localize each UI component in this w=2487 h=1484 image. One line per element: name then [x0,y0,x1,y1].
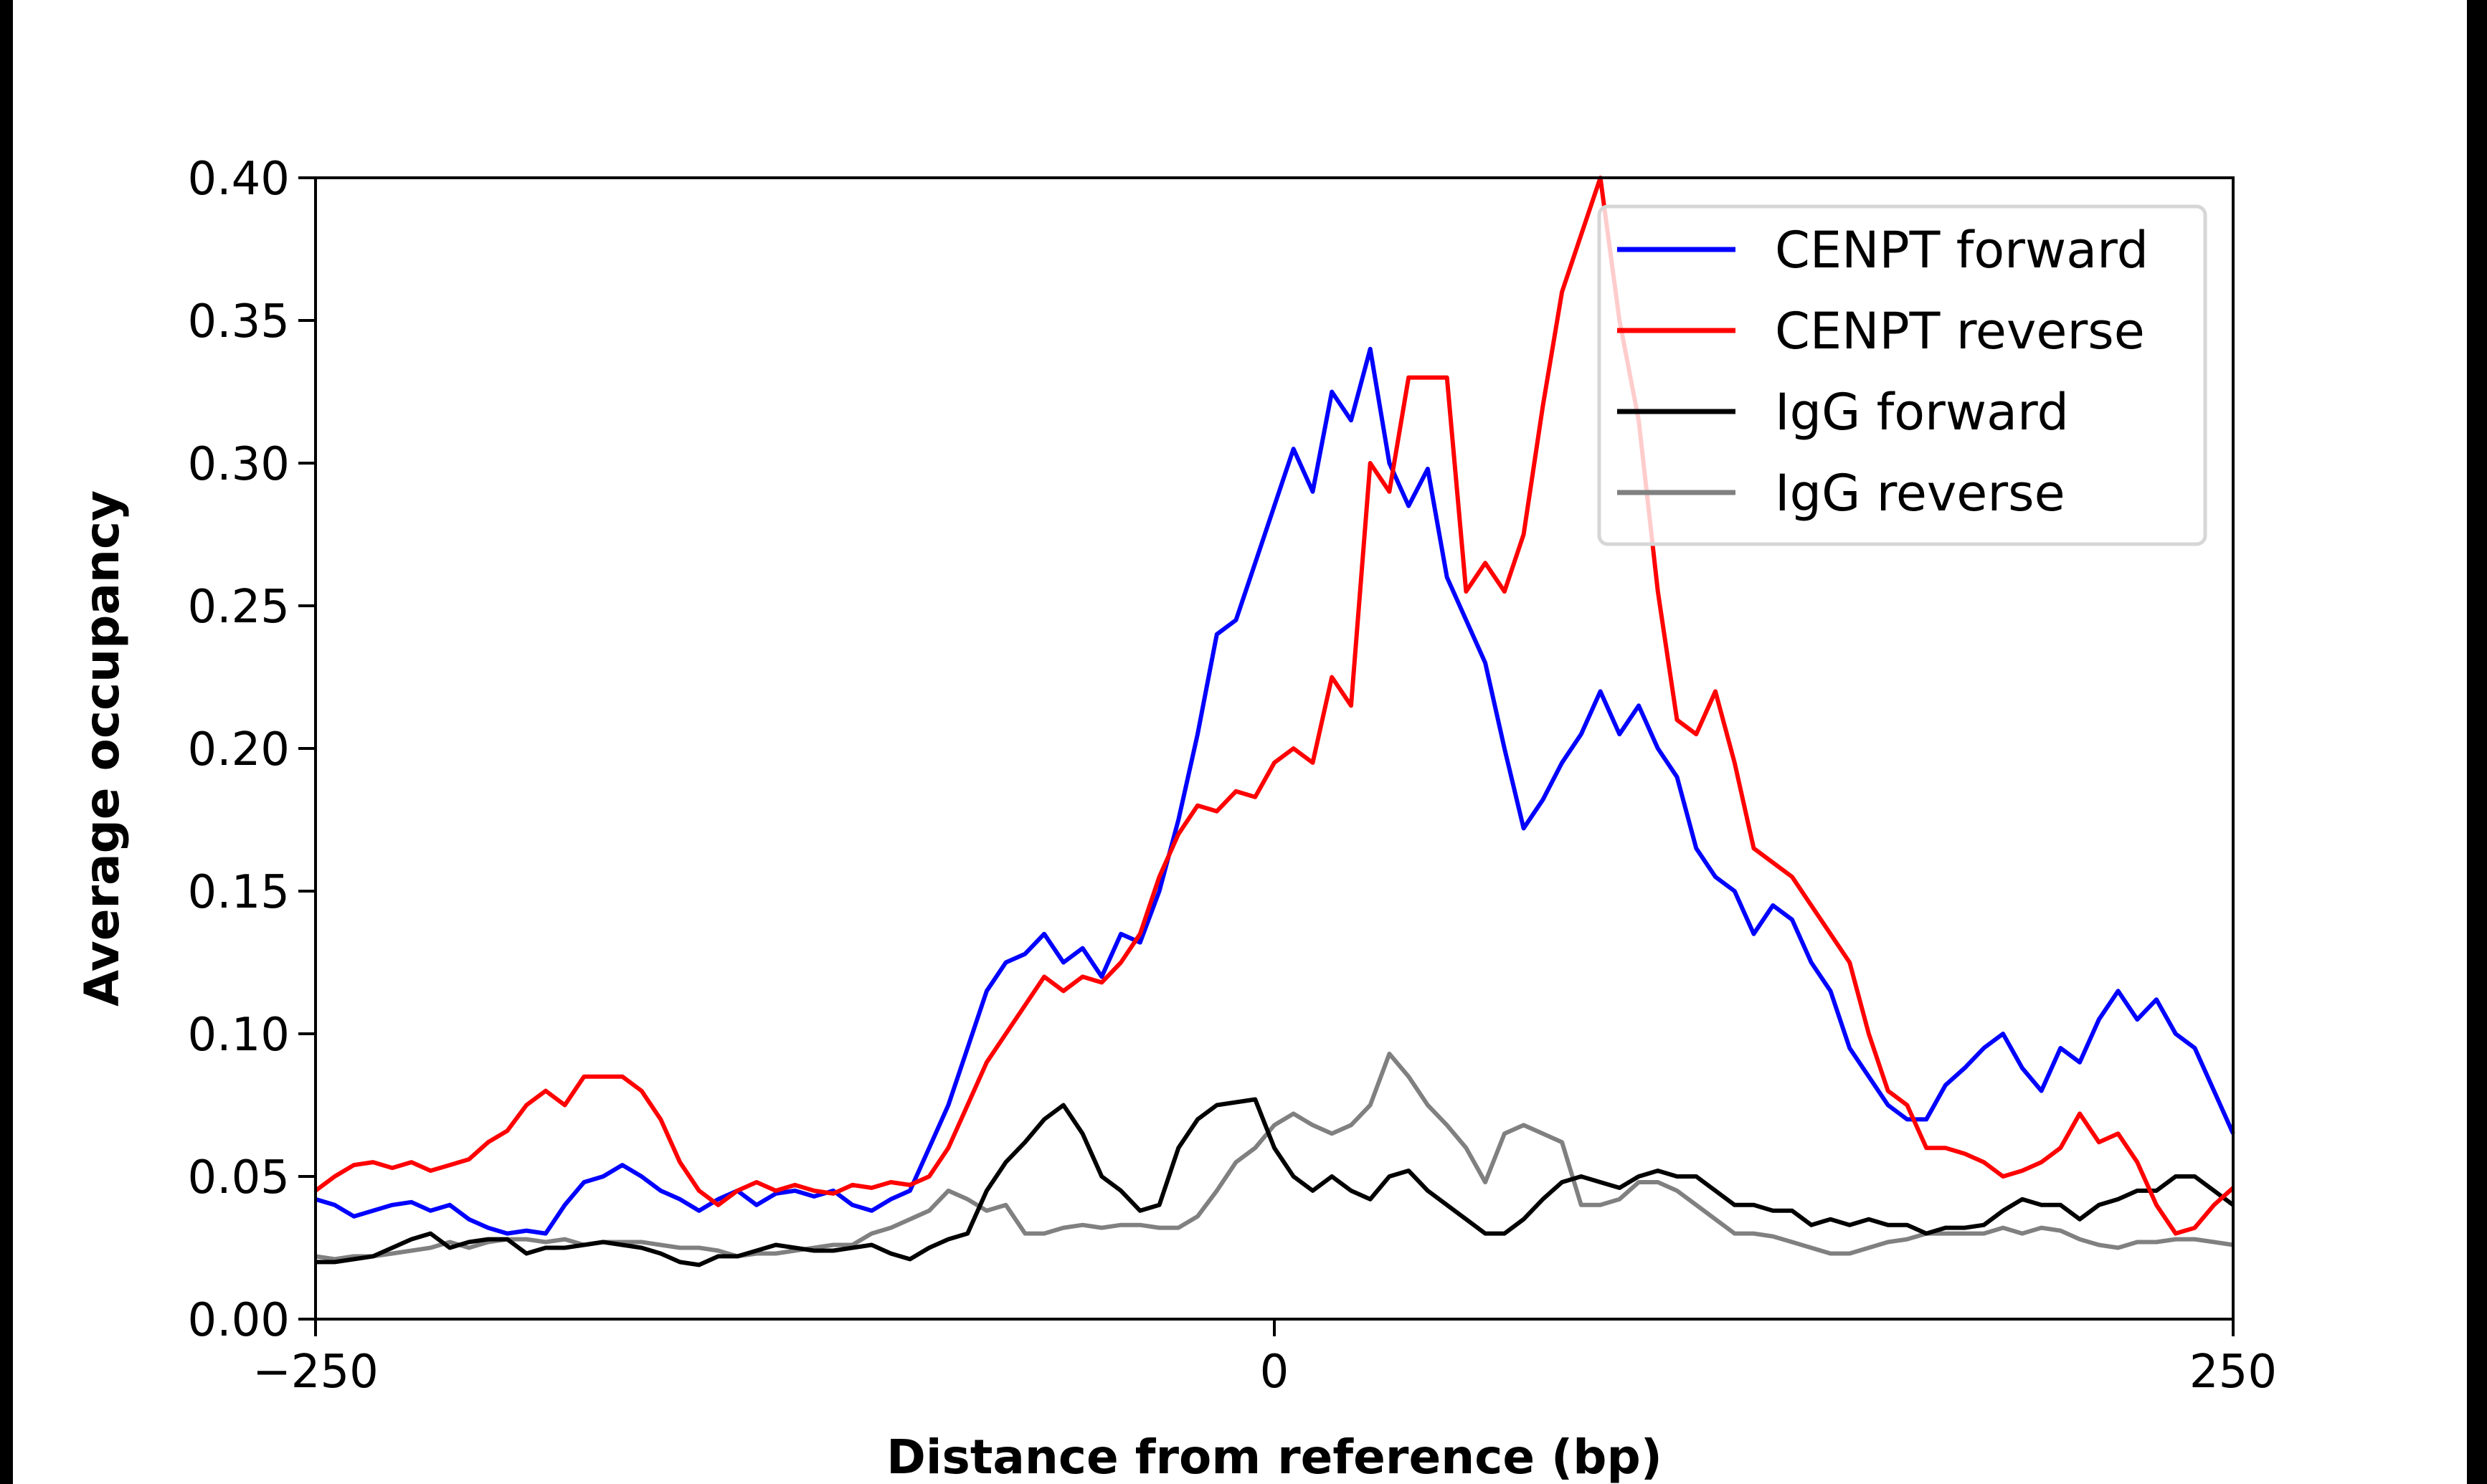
legend-label: IgG reverse [1775,464,2065,523]
y-axis-label: Average occupancy [75,490,130,1007]
y-tick-label: 0.15 [188,866,290,919]
right-edge-bar [2467,0,2487,1484]
legend: CENPT forward CENPT reverse IgG forward IgG… [1597,204,2207,546]
y-tick-label: 0.25 [188,581,290,634]
legend-box [1597,204,2207,546]
legend-item: CENPT forward [1617,221,2149,280]
x-axis-label: Distance from reference (bp) [886,1430,1662,1484]
x-tick-label: 0 [1260,1346,1289,1399]
y-tick-label: 0.05 [188,1151,290,1204]
legend-item: IgG reverse [1617,464,2065,523]
series-layer [314,176,2235,1267]
legend-label: CENPT reverse [1775,302,2145,361]
series-line-cenpt-reverse [314,176,2235,1236]
y-tick-label: 0.40 [188,153,290,206]
y-tick-label: 0.20 [188,723,290,776]
legend-label: IgG forward [1775,383,2069,442]
x-tick-label: 250 [2189,1346,2277,1399]
legend-item: CENPT reverse [1617,302,2145,361]
series-line-igg-reverse [315,1051,2234,1262]
x-tick-label: −250 [252,1346,379,1399]
y-tick-label: 0.10 [188,1009,290,1062]
y-tick-label: 0.30 [188,438,290,491]
legend-label: CENPT forward [1775,221,2149,280]
ticks-layer: −250 0 250 0.00 0.05 0.10 0.15 0.20 0.25 0.30 0.35… [188,153,2278,1399]
y-tick-label: 0.35 [188,295,290,348]
legend-item: IgG forward [1617,383,2069,442]
series-line-igg-forward [316,1097,2235,1267]
left-edge-bar [0,0,13,1484]
y-tick-label: 0.00 [188,1294,290,1347]
